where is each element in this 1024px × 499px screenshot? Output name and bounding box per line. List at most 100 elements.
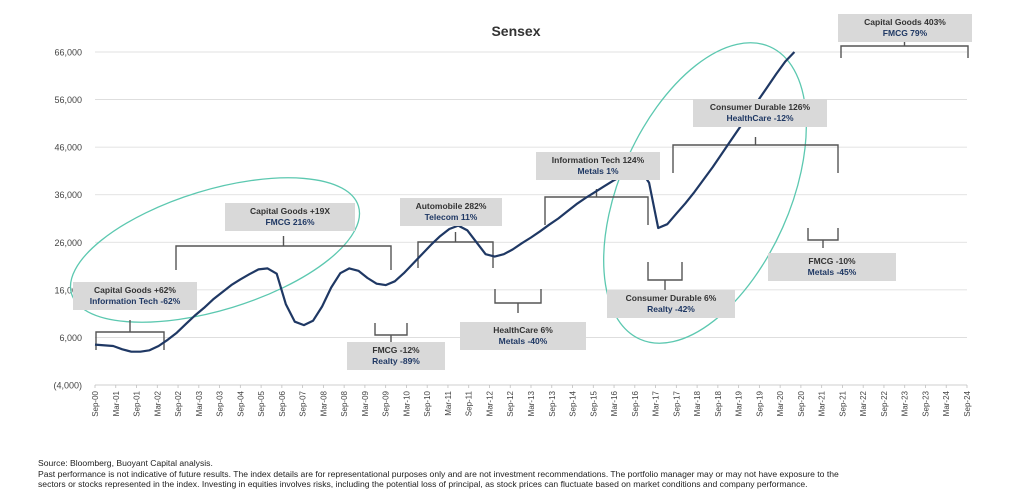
x-tick-label: Sep-03 xyxy=(216,390,225,416)
annotation-line-1: Capital Goods +19X xyxy=(250,206,330,216)
gridlines xyxy=(95,51,967,386)
annotation-line-2: Information Tech -62% xyxy=(90,296,181,306)
annotation-boxes: Capital Goods +62%Information Tech -62% C… xyxy=(73,14,972,370)
annotation-bg xyxy=(400,198,502,226)
annotation-bg xyxy=(693,99,827,127)
annotation-bg xyxy=(73,282,197,310)
annotation-line-2: Metals -45% xyxy=(808,267,857,277)
chart-title: Sensex xyxy=(491,23,540,39)
x-tick-label: Mar-24 xyxy=(942,390,951,416)
annotation-box: Capital Goods 403%FMCG 79% xyxy=(838,14,972,42)
y-tick-label: 26,000 xyxy=(54,238,82,248)
annotation-bg xyxy=(536,152,660,180)
x-tick-label: Mar-02 xyxy=(153,390,162,416)
x-tick-label: Sep-09 xyxy=(382,390,391,416)
x-tick-label: Sep-00 xyxy=(91,390,100,416)
annotation-box: Consumer Durable 126%HealthCare -12% xyxy=(693,99,827,127)
x-tick-label: Mar-21 xyxy=(818,390,827,416)
period-bracket xyxy=(417,232,494,268)
annotation-line-1: Capital Goods 403% xyxy=(864,17,946,27)
y-tick-label: 16,000 xyxy=(54,285,82,295)
annotation-bg xyxy=(347,342,445,370)
x-tick-label: Sep-12 xyxy=(506,390,515,416)
annotation-box: Capital Goods +62%Information Tech -62% xyxy=(73,282,197,310)
annotation-line-2: FMCG 216% xyxy=(265,217,315,227)
x-tick-label: Sep-11 xyxy=(465,390,474,416)
annotation-bg xyxy=(838,14,972,42)
annotation-line-1: Consumer Durable 126% xyxy=(710,102,811,112)
x-tick-label: Sep-24 xyxy=(963,390,972,416)
disclaimer-line-1: Past performance is not indicative of fu… xyxy=(38,469,839,479)
x-tick-label: Sep-13 xyxy=(548,390,557,416)
highlight-ellipse xyxy=(603,42,807,344)
y-tick-label: 6,000 xyxy=(59,333,82,343)
x-tick-label: Sep-05 xyxy=(257,390,266,416)
x-tick-label: Sep-17 xyxy=(672,390,681,416)
y-tick-label: 56,000 xyxy=(54,95,82,105)
x-tick-label: Sep-01 xyxy=(133,390,142,416)
x-tick-label: Mar-17 xyxy=(652,390,661,416)
x-axis-ticks: Sep-00 Mar-01 Sep-01 Mar-02 Sep-02 Mar-03 Sep-… xyxy=(91,385,972,417)
x-tick-label: Sep-08 xyxy=(340,390,349,416)
x-tick-label: Sep-22 xyxy=(880,390,889,416)
annotation-bg xyxy=(768,253,896,281)
period-bracket xyxy=(544,189,649,225)
y-tick-label: 46,000 xyxy=(54,143,82,153)
period-bracket xyxy=(494,289,542,313)
x-tick-label: Sep-18 xyxy=(714,390,723,416)
annotation-line-1: Information Tech 124% xyxy=(552,155,645,165)
annotation-line-1: FMCG -10% xyxy=(808,256,856,266)
annotation-line-2: Metals -40% xyxy=(499,336,548,346)
x-tick-label: Sep-19 xyxy=(755,390,764,416)
x-tick-label: Mar-10 xyxy=(402,390,411,416)
annotation-line-1: FMCG -12% xyxy=(372,345,420,355)
x-tick-label: Sep-23 xyxy=(921,390,930,416)
x-tick-label: Sep-06 xyxy=(278,390,287,416)
x-tick-label: Mar-01 xyxy=(112,390,121,416)
highlight-ellipses xyxy=(69,42,807,344)
x-tick-label: Sep-16 xyxy=(631,390,640,416)
annotation-line-2: Realty -42% xyxy=(647,304,695,314)
y-axis-ticks: (4,000) 6,000 16,000 26,000 36,000 46,000 56,0… xyxy=(53,48,82,391)
x-tick-label: Sep-21 xyxy=(838,390,847,416)
annotation-box: Automobile 282%Telecom 11% xyxy=(400,198,502,226)
period-bracket xyxy=(175,236,392,270)
x-tick-label: Mar-22 xyxy=(859,390,868,416)
period-brackets xyxy=(95,38,969,350)
x-tick-label: Mar-09 xyxy=(361,390,370,416)
x-tick-label: Sep-20 xyxy=(797,390,806,416)
x-tick-label: Mar-08 xyxy=(319,390,328,416)
x-tick-label: Sep-10 xyxy=(423,390,432,416)
x-tick-label: Mar-11 xyxy=(444,390,453,415)
y-tick-label: (4,000) xyxy=(53,381,82,391)
x-tick-label: Mar-16 xyxy=(610,390,619,416)
x-tick-label: Mar-18 xyxy=(693,390,702,416)
annotation-bg xyxy=(607,290,735,318)
x-tick-label: Sep-14 xyxy=(569,390,578,416)
annotation-box: HealthCare 6%Metals -40% xyxy=(460,322,586,350)
highlight-ellipse xyxy=(69,177,361,323)
annotation-line-1: Consumer Durable 6% xyxy=(626,293,717,303)
period-bracket xyxy=(672,137,839,173)
x-tick-label: Mar-12 xyxy=(485,390,494,416)
period-bracket xyxy=(95,320,165,350)
annotation-line-2: HealthCare -12% xyxy=(726,113,794,123)
annotation-line-2: Realty -89% xyxy=(372,356,420,366)
x-tick-label: Sep-02 xyxy=(174,390,183,416)
annotation-line-2: Telecom 11% xyxy=(425,212,478,222)
y-tick-label: 66,000 xyxy=(54,48,82,58)
annotation-line-2: Metals 1% xyxy=(577,166,619,176)
annotation-box: Consumer Durable 6%Realty -42% xyxy=(607,290,735,318)
x-tick-label: Mar-20 xyxy=(776,390,785,416)
annotation-box: FMCG -10%Metals -45% xyxy=(768,253,896,281)
annotation-box: Information Tech 124%Metals 1% xyxy=(536,152,660,180)
annotation-bg xyxy=(460,322,586,350)
annotation-bg xyxy=(225,203,355,231)
x-tick-label: Mar-03 xyxy=(195,390,204,416)
x-tick-label: Mar-23 xyxy=(901,390,910,416)
x-tick-label: Sep-04 xyxy=(236,390,245,416)
x-tick-label: Sep-07 xyxy=(299,390,308,416)
period-bracket xyxy=(807,228,839,248)
